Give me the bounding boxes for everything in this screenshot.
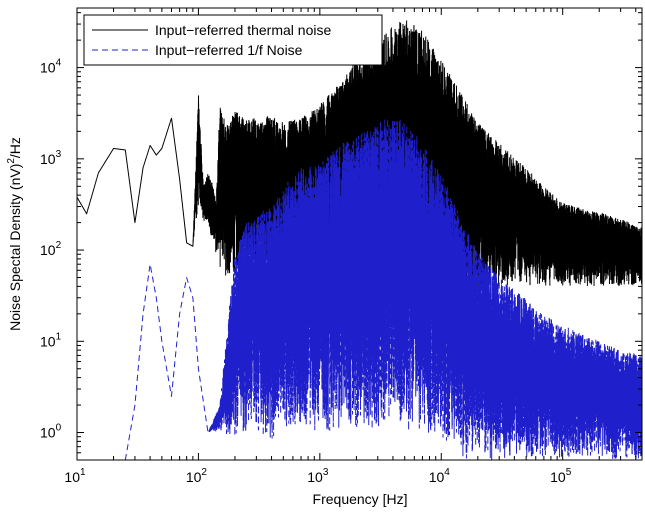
- y-tick-label-base: 10: [40, 333, 56, 349]
- x-tick-label-base: 10: [429, 469, 445, 485]
- y-tick-label-base: 10: [40, 60, 56, 76]
- x-tick-label: 105: [550, 467, 572, 485]
- y-axis-label-exponent: 2: [6, 158, 17, 164]
- x-tick-label: 101: [64, 467, 86, 485]
- x-tick-label: 102: [186, 467, 208, 485]
- x-tick-label-exponent: 4: [444, 467, 450, 478]
- y-tick-label: 101: [40, 331, 62, 349]
- x-tick-label-base: 10: [64, 469, 80, 485]
- y-axis-label: Noise Spectal Density (nV)2/Hz: [6, 137, 23, 331]
- x-tick-label-base: 10: [550, 469, 566, 485]
- series-line-1f: [124, 118, 642, 460]
- y-axis-label-unit: /Hz: [7, 137, 23, 158]
- y-tick-label-base: 10: [40, 242, 56, 258]
- y-tick-label: 103: [40, 149, 62, 167]
- x-tick-label-base: 10: [307, 469, 323, 485]
- y-tick-label: 102: [40, 240, 62, 258]
- x-tick-label: 104: [429, 467, 451, 485]
- x-axis-label: Frequency [Hz]: [313, 491, 408, 507]
- legend: Input−referred thermal noise Input−refer…: [83, 14, 383, 66]
- legend-label-thermal: Input−referred thermal noise: [155, 22, 331, 38]
- x-tick-label-base: 10: [186, 469, 202, 485]
- y-tick-label-exponent: 1: [56, 331, 62, 342]
- y-tick-label: 100: [40, 423, 62, 441]
- legend-label-1f: Input−referred 1/f Noise: [155, 42, 303, 58]
- x-tick-label-exponent: 2: [201, 467, 207, 478]
- y-tick-label-base: 10: [40, 151, 56, 167]
- plot-frame: [76, 7, 643, 461]
- legend-box: [83, 14, 383, 66]
- y-tick-label-exponent: 0: [56, 423, 62, 434]
- x-tick-label-exponent: 1: [80, 467, 86, 478]
- y-tick-label-base: 10: [40, 425, 56, 441]
- y-tick-label-exponent: 3: [56, 149, 62, 160]
- y-axis-label-main: Noise Spectal Density (nV): [7, 164, 23, 331]
- x-tick-label: 103: [307, 467, 329, 485]
- series-layer: [77, 20, 642, 460]
- y-tick-label-exponent: 4: [56, 58, 62, 69]
- y-tick-label-exponent: 2: [56, 240, 62, 251]
- x-tick-label-exponent: 5: [566, 467, 572, 478]
- x-tick-label-exponent: 3: [323, 467, 329, 478]
- y-tick-label: 104: [40, 58, 62, 76]
